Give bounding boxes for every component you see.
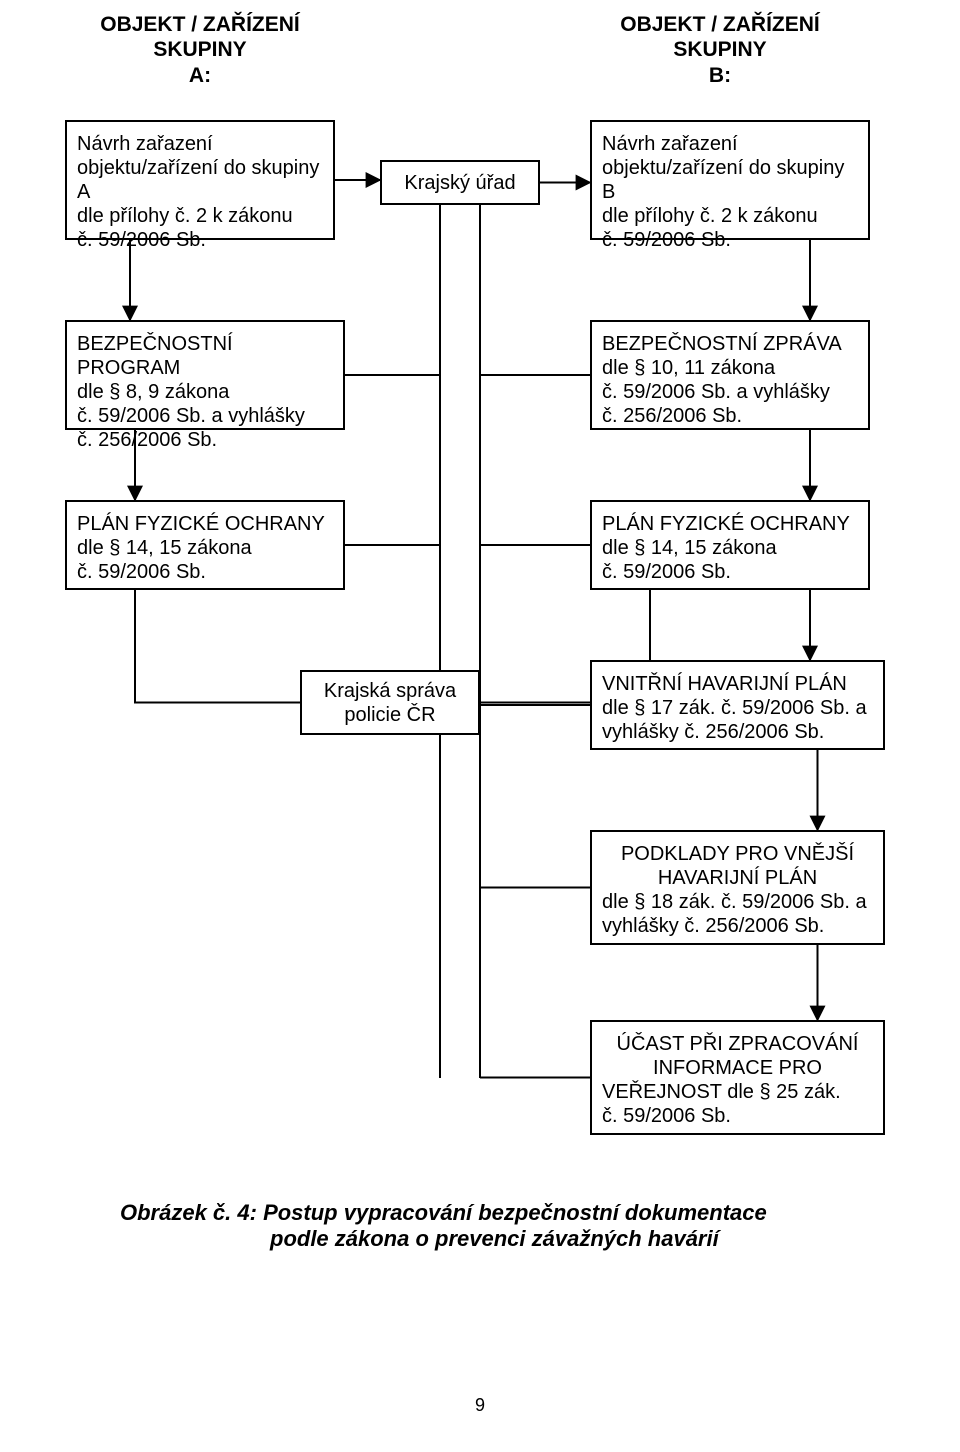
node-navB: Návrh zařazeníobjektu/zařízení do skupin… [590,120,870,240]
node-hdrB: OBJEKT / ZAŘÍZENÍSKUPINYB: [590,10,850,90]
node-navB-line: č. 59/2006 Sb. [602,228,858,252]
caption-line-1: Obrázek č. 4: Postup vypracování bezpečn… [120,1200,820,1226]
node-planA-line: PLÁN FYZICKÉ OCHRANY [77,512,333,536]
page-number: 9 [0,1395,960,1416]
node-hdrB-line: SKUPINY [673,37,766,62]
node-hdrB-line: B: [709,63,731,88]
node-navA-line: č. 59/2006 Sb. [77,228,323,252]
node-police: Krajská správapolicie ČR [300,670,480,735]
node-podkl-line: PODKLADY PRO VNĚJŠÍ [602,842,873,866]
node-navA-line: dle přílohy č. 2 k zákonu [77,204,323,228]
node-bezpB-line: č. 59/2006 Sb. a vyhlášky [602,380,858,404]
node-hdrA: OBJEKT / ZAŘÍZENÍSKUPINYA: [70,10,330,90]
node-navA-line: Návrh zařazení [77,132,323,156]
node-vnitrni-line: vyhlášky č. 256/2006 Sb. [602,720,873,744]
node-planB-line: dle § 14, 15 zákona [602,536,858,560]
node-planB: PLÁN FYZICKÉ OCHRANYdle § 14, 15 zákonač… [590,500,870,590]
node-ucast-line: ÚČAST PŘI ZPRACOVÁNÍ [602,1032,873,1056]
node-vnitrni: VNITŘNÍ HAVARIJNÍ PLÁNdle § 17 zák. č. 5… [590,660,885,750]
node-planA-line: č. 59/2006 Sb. [77,560,333,584]
node-bezpA-line: č. 59/2006 Sb. a vyhlášky [77,404,333,428]
caption-line-2: podle zákona o prevenci závažných havári… [120,1226,820,1252]
node-navB-line: dle přílohy č. 2 k zákonu [602,204,858,228]
node-ucast-line: č. 59/2006 Sb. [602,1104,873,1128]
node-bezpB-line: BEZPEČNOSTNÍ ZPRÁVA [602,332,858,356]
node-bezpB-line: č. 256/2006 Sb. [602,404,858,428]
node-podkl: PODKLADY PRO VNĚJŠÍHAVARIJNÍ PLÁNdle § 1… [590,830,885,945]
node-bezpA-line: č. 256/2006 Sb. [77,428,333,452]
node-planA: PLÁN FYZICKÉ OCHRANYdle § 14, 15 zákonač… [65,500,345,590]
node-planB-line: PLÁN FYZICKÉ OCHRANY [602,512,858,536]
node-kraj-line: Krajský úřad [404,171,515,195]
node-kraj: Krajský úřad [380,160,540,205]
node-ucast-line: VEŘEJNOST dle § 25 zák. [602,1080,873,1104]
diagram-stage: OBJEKT / ZAŘÍZENÍSKUPINYA:OBJEKT / ZAŘÍZ… [0,0,960,1452]
node-planB-line: č. 59/2006 Sb. [602,560,858,584]
node-bezpB-line: dle § 10, 11 zákona [602,356,858,380]
node-hdrB-line: OBJEKT / ZAŘÍZENÍ [620,12,820,37]
node-navA-line: objektu/zařízení do skupiny A [77,156,323,204]
node-hdrA-line: OBJEKT / ZAŘÍZENÍ [100,12,300,37]
node-ucast-line: INFORMACE PRO [602,1056,873,1080]
node-bezpB: BEZPEČNOSTNÍ ZPRÁVAdle § 10, 11 zákonač.… [590,320,870,430]
node-navB-line: Návrh zařazení [602,132,858,156]
node-navB-line: objektu/zařízení do skupiny B [602,156,858,204]
node-hdrA-line: SKUPINY [153,37,246,62]
node-ucast: ÚČAST PŘI ZPRACOVÁNÍINFORMACE PROVEŘEJNO… [590,1020,885,1135]
node-navA: Návrh zařazeníobjektu/zařízení do skupin… [65,120,335,240]
node-bezpA: BEZPEČNOSTNÍ PROGRAMdle § 8, 9 zákonač. … [65,320,345,430]
node-police-line: policie ČR [344,703,435,727]
figure-caption: Obrázek č. 4: Postup vypracování bezpečn… [120,1200,820,1252]
node-podkl-line: vyhlášky č. 256/2006 Sb. [602,914,873,938]
node-bezpA-line: dle § 8, 9 zákona [77,380,333,404]
node-vnitrni-line: dle § 17 zák. č. 59/2006 Sb. a [602,696,873,720]
node-police-line: Krajská správa [324,679,456,703]
node-vnitrni-line: VNITŘNÍ HAVARIJNÍ PLÁN [602,672,873,696]
node-bezpA-line: BEZPEČNOSTNÍ PROGRAM [77,332,333,380]
node-planA-line: dle § 14, 15 zákona [77,536,333,560]
node-hdrA-line: A: [189,63,211,88]
node-podkl-line: HAVARIJNÍ PLÁN [602,866,873,890]
node-podkl-line: dle § 18 zák. č. 59/2006 Sb. a [602,890,873,914]
